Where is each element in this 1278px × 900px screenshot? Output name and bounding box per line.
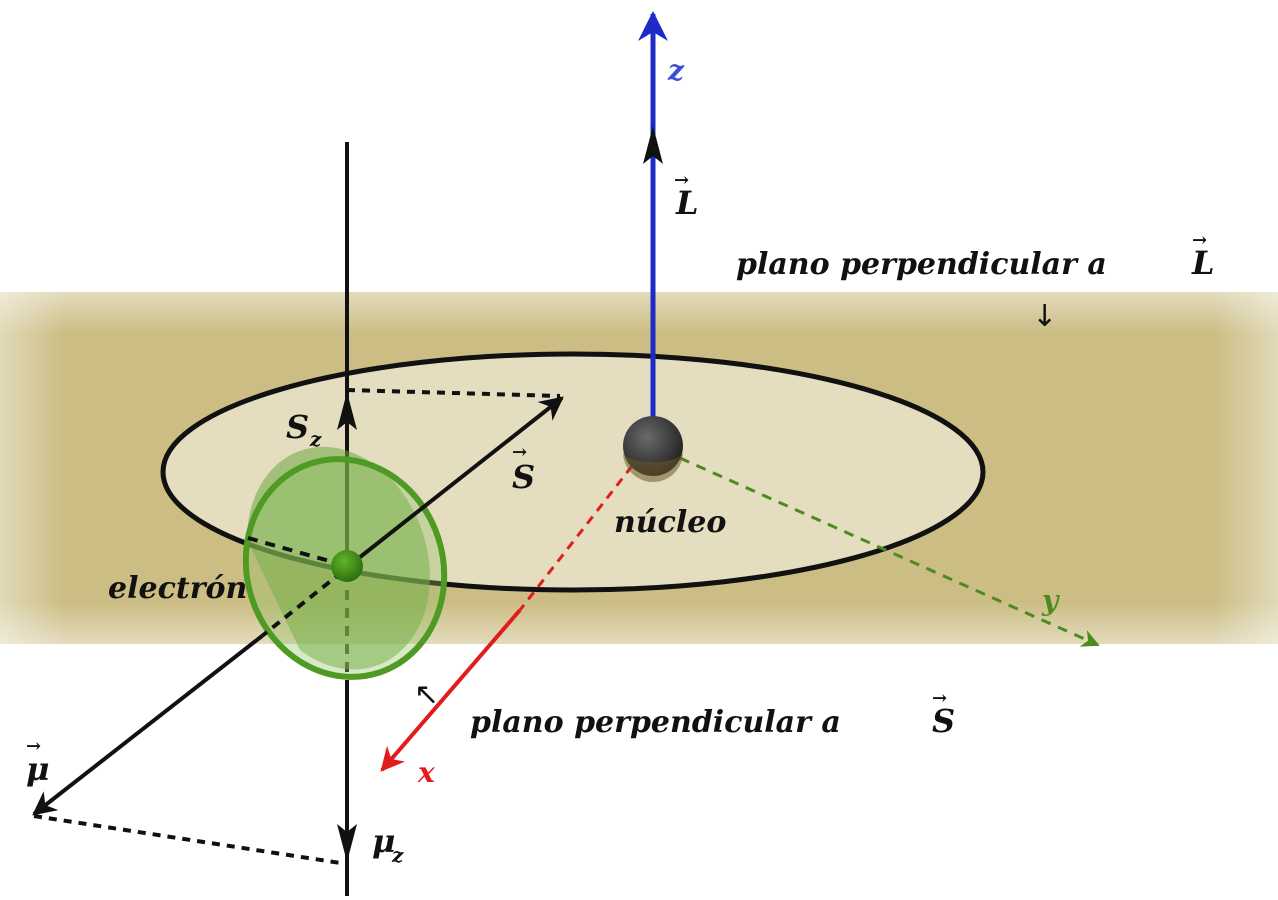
mu-vector-dashed xyxy=(260,570,344,638)
plane-s-caption-arrow-glyph: → xyxy=(932,688,947,709)
s-vector-label: → S xyxy=(512,442,535,496)
l-vector-label: → L xyxy=(674,170,699,222)
plane-l-caption-arrow-glyph: → xyxy=(1192,230,1207,251)
x-axis xyxy=(380,608,522,772)
muz-subscript: z xyxy=(391,843,404,867)
plane-l-caption-vector: L xyxy=(1191,244,1215,282)
electron-label: electrón xyxy=(108,571,247,606)
sz-label: S z xyxy=(286,408,322,451)
electron-sphere xyxy=(331,550,363,582)
s-projection-dashed xyxy=(346,388,561,398)
plane-l-down-arrow: ↓ xyxy=(1032,299,1057,334)
plane-l-caption-text: plano perpendicular a xyxy=(736,247,1107,282)
y-axis-label: y xyxy=(1041,584,1060,617)
l-vector-arrowhead xyxy=(643,126,663,164)
l-vector-letter: L xyxy=(675,184,699,222)
y-axis xyxy=(679,456,1100,647)
sz-subscript: z xyxy=(309,427,322,451)
plane-s-caption-text: plano perpendicular a xyxy=(470,705,841,740)
plane-s-pointer-arrow: ↖ xyxy=(414,677,439,712)
sz-arrowhead xyxy=(337,392,357,430)
l-vector-arrow-glyph: → xyxy=(674,170,689,191)
muz-label: μ z xyxy=(372,822,404,867)
x-axis-label: x xyxy=(417,756,435,789)
muz-arrowhead xyxy=(337,824,357,862)
s-vector xyxy=(348,396,564,567)
muz-letter: μ xyxy=(372,822,395,860)
sz-letter: S xyxy=(286,408,309,446)
mu-vector-label: → μ xyxy=(26,736,49,788)
nucleus-sphere xyxy=(623,416,683,482)
z-axis-label: z xyxy=(667,54,685,87)
nucleus-label: núcleo xyxy=(614,505,726,540)
x-axis-dashed xyxy=(518,465,634,611)
plane-s-caption: plano perpendicular a → S xyxy=(470,688,955,740)
mu-vector xyxy=(32,634,264,816)
mu-vector-arrow-glyph: → xyxy=(26,736,41,757)
mu-vector-letter: μ xyxy=(26,750,49,788)
mu-projection-dashed xyxy=(33,814,348,866)
s-vector-arrow-glyph: → xyxy=(512,442,527,463)
plane-l-caption: plano perpendicular a → L xyxy=(736,230,1215,282)
spin-disc-dashed-diameter xyxy=(247,536,341,566)
s-vector-letter: S xyxy=(512,458,535,496)
plane-s-caption-vector: S xyxy=(932,702,955,740)
